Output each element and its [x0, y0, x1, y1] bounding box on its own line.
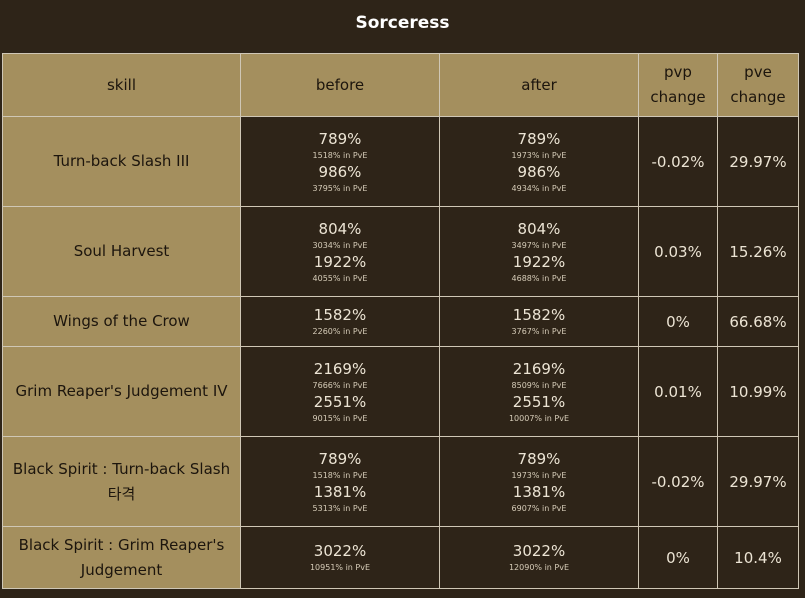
- header-pvp-change: pvp change: [638, 53, 718, 117]
- before-pve-value: 5313% in PvE: [312, 503, 368, 513]
- skill-name: Turn-back Slash III: [53, 152, 190, 170]
- after-value-cell: 2169% 8509% in PvE 2551% 10007% in PvE: [439, 346, 639, 437]
- pvp-change-value: 0.03%: [638, 206, 718, 297]
- before-pve-value: 9015% in PvE: [312, 413, 368, 423]
- before-value-cell: 2169% 7666% in PvE 2551% 9015% in PvE: [240, 346, 440, 437]
- table-row: Wings of the Crow 1582% 2260% in PvE 1582% 3…: [2, 296, 799, 347]
- before-value: 1381%: [313, 482, 367, 501]
- after-value-cell: 804% 3497% in PvE 1922% 4688% in PvE: [439, 206, 639, 297]
- pve-change-value: 10.4%: [717, 526, 799, 589]
- before-pve-value: 7666% in PvE: [312, 380, 368, 390]
- before-pve-value: 1518% in PvE: [312, 150, 368, 160]
- pve-change-value: 29.97%: [717, 116, 799, 207]
- header-skill: skill: [2, 53, 241, 117]
- pvp-change-value: 0%: [638, 296, 718, 347]
- before-value: 1582%: [313, 306, 367, 324]
- skill-name: Black Spirit : Grim Reaper's: [18, 535, 225, 554]
- skill-name-cell: Turn-back Slash III: [2, 116, 241, 207]
- before-pve-value: 10951% in PvE: [309, 563, 371, 572]
- before-value-cell: 789% 1518% in PvE 1381% 5313% in PvE: [240, 436, 440, 527]
- before-value-cell: 3022% 10951% in PvE: [240, 526, 440, 589]
- after-pve-value: 8509% in PvE: [511, 380, 567, 390]
- after-pve-value: 3767% in PvE: [511, 327, 567, 336]
- skill-name-cell: Wings of the Crow: [2, 296, 241, 347]
- after-value: 2551%: [512, 392, 566, 411]
- table-row: Black Spirit : Grim Reaper's Judgement 302…: [2, 526, 799, 589]
- skill-name-line2: Judgement: [80, 560, 163, 579]
- before-value-cell: 789% 1518% in PvE 986% 3795% in PvE: [240, 116, 440, 207]
- header-pvp-line1: pvp: [664, 63, 692, 81]
- table-row: Black Spirit : Turn-back Slash 타격 789% 1518…: [2, 436, 799, 527]
- after-pve-value: 3497% in PvE: [511, 240, 567, 250]
- pve-change-value: 15.26%: [717, 206, 799, 297]
- after-value: 2169%: [512, 359, 566, 378]
- header-pve-change: pve change: [717, 53, 799, 117]
- pvp-change-value: 0.01%: [638, 346, 718, 437]
- before-value-cell: 804% 3034% in PvE 1922% 4055% in PvE: [240, 206, 440, 297]
- pve-change-value: 29.97%: [717, 436, 799, 527]
- after-value: 1922%: [512, 252, 566, 271]
- after-value-cell: 3022% 12090% in PvE: [439, 526, 639, 589]
- header-row: skill before after pvp change pve change: [2, 53, 799, 117]
- table-row: Turn-back Slash III 789% 1518% in PvE 986% 3…: [2, 116, 799, 207]
- before-pve-value: 1518% in PvE: [312, 470, 368, 480]
- header-pve-line2: change: [730, 88, 786, 106]
- skill-comparison-table: skill before after pvp change pve change…: [2, 53, 799, 589]
- before-pve-value: 3034% in PvE: [312, 240, 368, 250]
- table-row: Soul Harvest 804% 3034% in PvE 1922% 4055% i…: [2, 206, 799, 297]
- before-value: 2169%: [313, 359, 367, 378]
- after-value: 789%: [517, 129, 561, 148]
- before-pve-value: 2260% in PvE: [312, 327, 368, 336]
- skill-name: Soul Harvest: [73, 242, 170, 260]
- before-value: 3022%: [313, 542, 367, 560]
- header-before: before: [240, 53, 440, 117]
- header-after: after: [439, 53, 639, 117]
- before-pve-value: 4055% in PvE: [312, 273, 368, 283]
- header-pvp-line2: change: [650, 88, 706, 106]
- skill-name-line2: 타격: [107, 484, 136, 503]
- after-value-cell: 1582% 3767% in PvE: [439, 296, 639, 347]
- after-pve-value: 4688% in PvE: [511, 273, 567, 283]
- skill-name-cell: Black Spirit : Turn-back Slash 타격: [2, 436, 241, 527]
- skill-name: Black Spirit : Turn-back Slash: [12, 459, 231, 478]
- after-value: 986%: [517, 162, 561, 181]
- skill-name-cell: Soul Harvest: [2, 206, 241, 297]
- pve-change-value: 10.99%: [717, 346, 799, 437]
- after-value: 1381%: [512, 482, 566, 501]
- skill-name: Grim Reaper's Judgement IV: [15, 382, 228, 400]
- table-row: Grim Reaper's Judgement IV 2169% 7666% in …: [2, 346, 799, 437]
- before-value-cell: 1582% 2260% in PvE: [240, 296, 440, 347]
- after-value: 804%: [517, 219, 561, 238]
- skill-name-cell: Black Spirit : Grim Reaper's Judgement: [2, 526, 241, 589]
- after-pve-value: 6907% in PvE: [511, 503, 567, 513]
- before-value: 789%: [318, 129, 362, 148]
- before-value: 804%: [318, 219, 362, 238]
- before-value: 789%: [318, 449, 362, 468]
- page-title: Sorceress: [355, 13, 450, 33]
- pvp-change-value: -0.02%: [638, 436, 718, 527]
- pvp-change-value: -0.02%: [638, 116, 718, 207]
- after-value-cell: 789% 1973% in PvE 1381% 6907% in PvE: [439, 436, 639, 527]
- after-pve-value: 1973% in PvE: [511, 470, 567, 480]
- after-value: 3022%: [512, 542, 566, 560]
- after-pve-value: 4934% in PvE: [511, 183, 567, 193]
- after-value: 1582%: [512, 306, 566, 324]
- before-pve-value: 3795% in PvE: [312, 183, 368, 193]
- before-value: 1922%: [313, 252, 367, 271]
- before-value: 986%: [318, 162, 362, 181]
- after-value: 789%: [517, 449, 561, 468]
- skill-name: Wings of the Crow: [53, 312, 190, 330]
- skill-name-cell: Grim Reaper's Judgement IV: [2, 346, 241, 437]
- pve-change-value: 66.68%: [717, 296, 799, 347]
- pvp-change-value: 0%: [638, 526, 718, 589]
- after-value-cell: 789% 1973% in PvE 986% 4934% in PvE: [439, 116, 639, 207]
- header-pve-line1: pve: [744, 63, 772, 81]
- before-value: 2551%: [313, 392, 367, 411]
- after-pve-value: 10007% in PvE: [508, 413, 570, 423]
- after-pve-value: 12090% in PvE: [508, 563, 570, 572]
- after-pve-value: 1973% in PvE: [511, 150, 567, 160]
